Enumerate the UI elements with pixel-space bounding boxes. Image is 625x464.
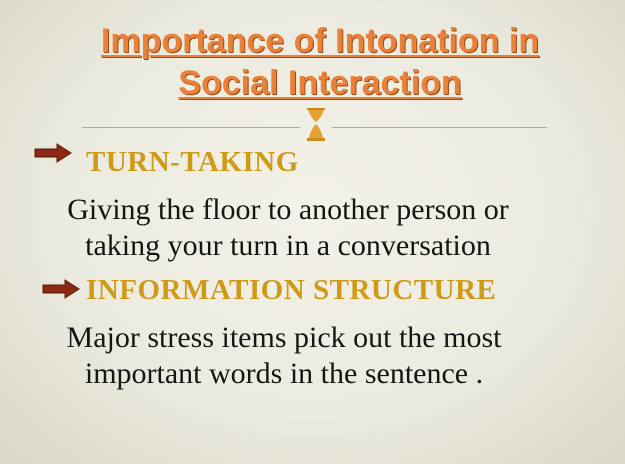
arrow-bullet-icon bbox=[34, 143, 72, 163]
section-body-turn-taking: Giving the floor to another person or ta… bbox=[8, 192, 568, 264]
body-line: Giving the floor to another person or bbox=[67, 193, 509, 226]
body-line: taking your turn in a conversation bbox=[85, 229, 491, 262]
section-heading-turn-taking: TURN-TAKING bbox=[86, 146, 299, 178]
slide-title: Importance of Intonation in Social Inter… bbox=[40, 20, 600, 104]
section-heading-information-structure: INFORMATION STRUCTURE bbox=[86, 274, 497, 306]
title-line-1: Importance of Intonation in bbox=[100, 22, 540, 60]
divider-right bbox=[332, 127, 547, 128]
divider-left bbox=[82, 127, 300, 128]
body-line: important words in the sentence . bbox=[84, 357, 484, 390]
arrow-bullet-icon bbox=[42, 279, 80, 299]
title-line-2: Social Interaction bbox=[178, 64, 462, 102]
section-body-information-structure: Major stress items pick out the most imp… bbox=[4, 320, 564, 392]
ornament-icon bbox=[307, 108, 325, 141]
body-line: Major stress items pick out the most bbox=[66, 321, 502, 354]
